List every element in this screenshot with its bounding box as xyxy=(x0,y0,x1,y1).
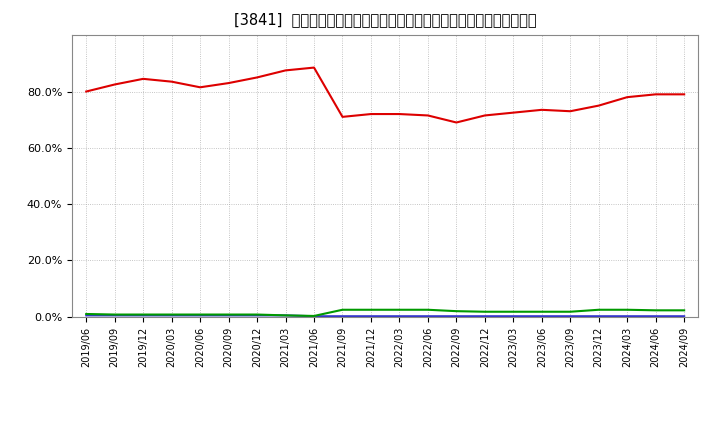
繰延税金資産 xyxy=(253,312,261,317)
自己資本 xyxy=(480,113,489,118)
繰延税金資産 xyxy=(537,309,546,314)
繰延税金資産 xyxy=(139,312,148,317)
自己資本 xyxy=(366,111,375,117)
繰延税金資産 xyxy=(509,309,518,314)
繰延税金資産 xyxy=(480,309,489,314)
繰延税金資産 xyxy=(167,312,176,317)
自己資本 xyxy=(395,111,404,117)
自己資本 xyxy=(680,92,688,97)
Line: 自己資本: 自己資本 xyxy=(86,68,684,122)
自己資本 xyxy=(225,81,233,86)
自己資本 xyxy=(566,109,575,114)
自己資本 xyxy=(310,65,318,70)
繰延税金資産 xyxy=(452,308,461,314)
繰延税金資産 xyxy=(366,307,375,312)
Line: のれん: のれん xyxy=(86,315,684,316)
自己資本 xyxy=(167,79,176,84)
のれん xyxy=(623,314,631,319)
自己資本 xyxy=(110,82,119,87)
繰延税金資産 xyxy=(623,307,631,312)
繰延税金資産 xyxy=(595,307,603,312)
繰延税金資産 xyxy=(110,312,119,317)
自己資本 xyxy=(509,110,518,115)
のれん xyxy=(537,314,546,319)
繰延税金資産 xyxy=(680,308,688,313)
のれん xyxy=(452,314,461,319)
繰延税金資産 xyxy=(310,313,318,319)
のれん xyxy=(566,314,575,319)
自己資本 xyxy=(196,84,204,90)
自己資本 xyxy=(423,113,432,118)
繰延税金資産 xyxy=(196,312,204,317)
のれん xyxy=(282,313,290,318)
のれん xyxy=(509,314,518,319)
のれん xyxy=(595,314,603,319)
のれん xyxy=(680,314,688,319)
のれん xyxy=(366,314,375,319)
繰延税金資産 xyxy=(566,309,575,314)
繰延税金資産 xyxy=(423,307,432,312)
のれん xyxy=(225,313,233,318)
のれん xyxy=(480,314,489,319)
のれん xyxy=(310,314,318,319)
繰延税金資産 xyxy=(225,312,233,317)
のれん xyxy=(395,314,404,319)
自己資本 xyxy=(537,107,546,113)
繰延税金資産 xyxy=(82,312,91,317)
自己資本 xyxy=(253,75,261,80)
自己資本 xyxy=(82,89,91,94)
繰延税金資産 xyxy=(338,307,347,312)
のれん xyxy=(652,314,660,319)
自己資本 xyxy=(139,76,148,81)
のれん xyxy=(110,313,119,318)
自己資本 xyxy=(282,68,290,73)
自己資本 xyxy=(595,103,603,108)
のれん xyxy=(82,313,91,318)
自己資本 xyxy=(652,92,660,97)
のれん xyxy=(139,313,148,318)
繰延税金資産 xyxy=(282,313,290,318)
繰延税金資産 xyxy=(652,308,660,313)
自己資本 xyxy=(338,114,347,120)
繰延税金資産 xyxy=(395,307,404,312)
のれん xyxy=(253,313,261,318)
自己資本 xyxy=(452,120,461,125)
のれん xyxy=(196,313,204,318)
のれん xyxy=(338,314,347,319)
Title: [3841]  自己資本、のれん、繰延税金資産の総資産に対する比率の推移: [3841] 自己資本、のれん、繰延税金資産の総資産に対する比率の推移 xyxy=(234,12,536,27)
のれん xyxy=(167,313,176,318)
Line: 繰延税金資産: 繰延税金資産 xyxy=(86,310,684,316)
自己資本 xyxy=(623,95,631,100)
のれん xyxy=(423,314,432,319)
